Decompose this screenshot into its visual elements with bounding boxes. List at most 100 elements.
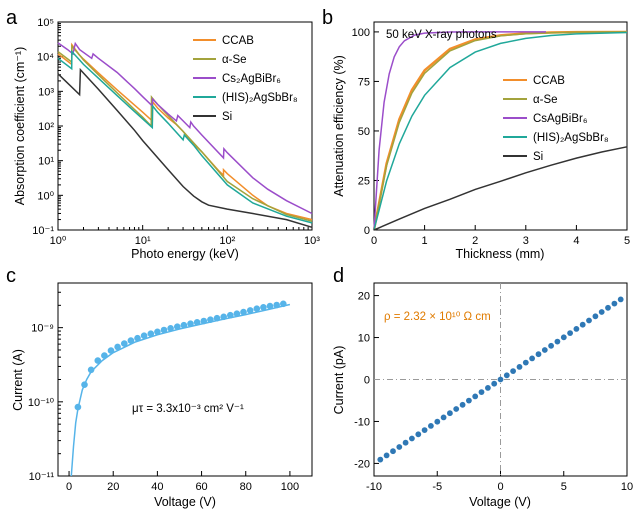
x-tick-label-b: 3 [523,235,529,247]
data-point-d-1 [383,452,390,459]
y-tick-label-b: 25 [358,175,370,187]
data-point-d-6 [415,431,422,438]
data-point-c-18 [193,319,201,326]
data-point-c-16 [180,321,188,329]
data-point-d-35 [598,309,605,315]
y-tick-label-a: 10³ [38,86,54,98]
data-point-c-7 [121,340,128,347]
annotation-c: μτ = 3.3x10⁻³ cm² V⁻¹ [132,403,244,415]
data-point-d-9 [434,418,441,425]
legend-label-a-2: Cs₂AgBiBr₆ [222,73,281,85]
y-tick-label-c: 10⁻¹⁰ [28,397,55,409]
y-tick-label-a: 10¹ [38,156,54,168]
plot-frame-a [57,21,313,231]
x-axis-label-c: Voltage (V) [154,495,216,509]
data-point-d-19 [497,376,504,383]
legend-label-a-1: α-Se [222,54,247,66]
y-tick-label-a: 10⁴ [37,52,54,64]
x-axis-label-a: Photo energy (keV) [131,247,239,261]
data-point-d-5 [409,435,415,442]
series-line-b-0 [372,30,628,231]
data-point-c-20 [207,316,214,324]
y-tick-label-a: 10⁻¹ [32,225,54,237]
data-point-c-6 [114,343,121,351]
data-point-c-25 [240,308,247,316]
data-point-c-12 [154,328,161,336]
data-point-c-4 [101,352,108,359]
data-point-c-17 [187,320,194,328]
x-tick-label-d: 10 [621,481,633,493]
data-point-d-13 [459,401,466,408]
panel-c: c 0 20 40 60 80 100 10⁻¹¹ 10⁻¹⁰ 10⁻⁹ μτ = 3.3x10… [6,265,313,509]
data-point-d-26 [541,347,548,353]
x-tick-label-c: 80 [240,481,252,493]
x-tick-label-d: -5 [432,481,442,493]
data-point-d-33 [586,317,592,324]
x-tick-label-a: 10³ [304,235,320,247]
series-line-a-3 [57,49,313,224]
x-tick-label-b: 0 [371,235,377,247]
x-tick-label-b: 2 [472,235,478,247]
data-point-c-5 [107,347,115,354]
lines-b [372,30,628,231]
panel-label-c: c [6,265,16,287]
x-tick-label-d: 0 [497,481,503,493]
data-point-c-10 [140,332,148,340]
y-axis-label-a: Absorption coefficient (cm⁻¹) [13,47,27,206]
data-point-d-4 [402,439,409,446]
marks-d [377,296,624,463]
legend-a: CCAB α-Se Cs₂AgBiBr₆ (HIS)₂AgSbBr₈ Si [193,35,298,123]
data-point-d-10 [440,414,447,421]
series-line-b-1 [373,31,628,231]
annotation-d: ρ = 2.32 × 10¹⁰ Ω cm [384,311,491,323]
x-tick-label-c: 100 [281,481,299,493]
x-tick-label-b: 4 [573,235,579,247]
y-tick-label-d: -10 [354,416,370,428]
series-line-a-2 [57,41,313,215]
x-tick-label-c: 40 [151,481,163,493]
data-point-d-21 [510,368,516,374]
x-axis-label-b: Thickness (mm) [456,247,545,261]
data-point-c-13 [160,326,168,334]
y-tick-label-c: 10⁻⁹ [31,323,54,335]
plot-frame-c [57,282,313,477]
y-tick-label-b: 50 [358,126,370,138]
data-point-d-20 [503,372,510,379]
y-tick-label-b: 75 [358,76,370,88]
data-point-d-11 [447,410,453,417]
data-point-c-30 [273,301,281,309]
data-point-c-0 [74,403,82,411]
data-point-d-17 [485,385,491,391]
legend-b: CCAB α-Se CsAgBiBr₆ (HIS)₂AgSbBr₈ Si [503,75,609,163]
data-point-c-11 [147,330,155,338]
data-point-d-31 [573,326,580,332]
legend-label-a-0: CCAB [222,35,254,47]
y-tick-label-d: 10 [358,333,370,345]
data-point-d-23 [522,359,529,366]
data-point-d-29 [560,334,567,341]
data-point-c-31 [280,300,287,308]
x-tick-label-d: -10 [366,481,382,493]
data-point-c-15 [174,323,181,331]
y-tick-label-a: 10⁵ [37,17,54,29]
y-tick-label-a: 10⁰ [37,190,54,202]
data-point-c-27 [253,305,261,313]
data-point-c-22 [220,313,227,321]
ticks-c: 0 20 40 60 80 100 10⁻¹¹ 10⁻¹⁰ 10⁻⁹ [28,282,299,493]
data-point-d-22 [516,364,523,370]
data-point-d-2 [390,448,396,455]
x-tick-label-b: 5 [624,235,630,247]
legend-label-b-2: CsAgBiBr₆ [533,113,588,125]
data-point-c-21 [213,314,221,322]
data-point-c-23 [227,311,234,319]
data-point-c-28 [260,304,267,311]
plot-frame-b [373,21,628,231]
panel-label-a: a [6,7,18,29]
data-point-d-15 [472,393,479,400]
data-point-d-24 [529,355,535,362]
data-point-d-18 [491,380,498,387]
x-tick-label-c: 20 [107,481,119,493]
